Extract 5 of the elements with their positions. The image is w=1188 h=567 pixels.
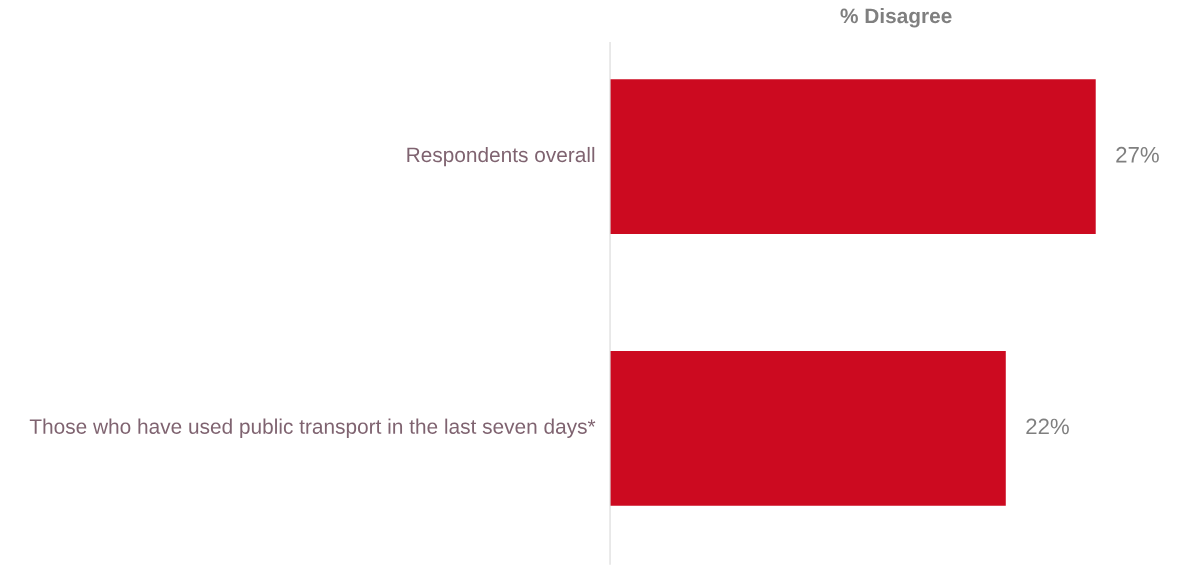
data-label: 22% (1026, 418, 1069, 435)
chart-title: % Disagree (840, 7, 952, 28)
y-tick-label: Those who have used public transport in the last seven days* (29, 418, 596, 439)
data-label: 27% (1116, 146, 1159, 163)
y-tick-label: Respondents overall (407, 146, 595, 167)
